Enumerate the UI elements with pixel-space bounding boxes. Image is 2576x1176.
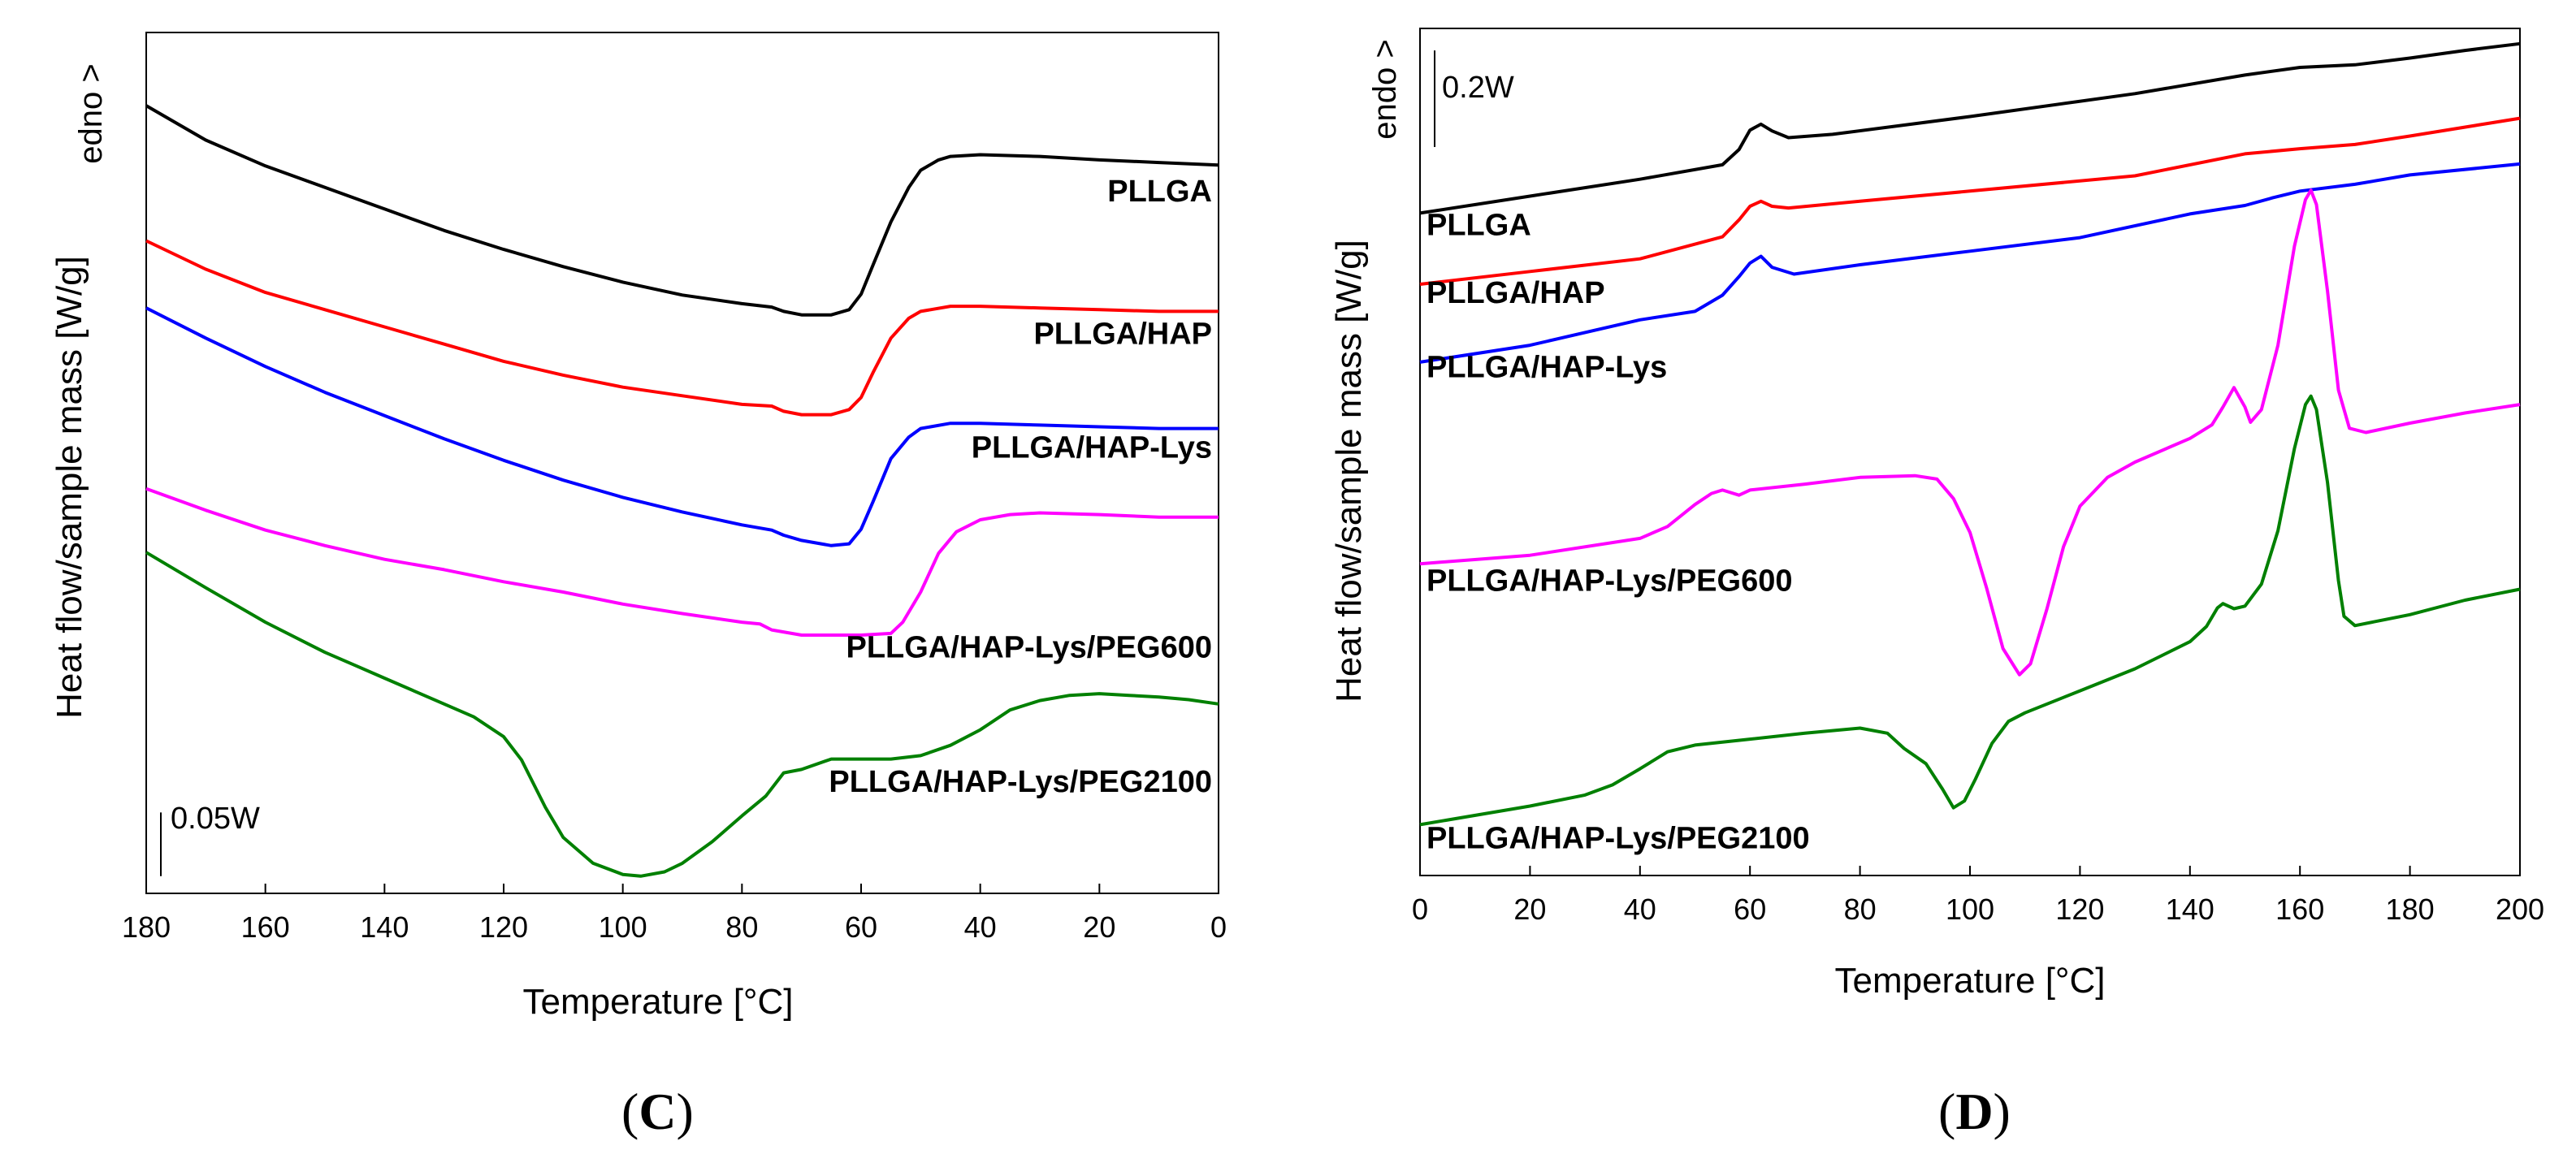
panel-c-caption-close-paren: ): [677, 1083, 694, 1140]
panel-c-x-tick-label-40: 40: [964, 910, 997, 944]
panel-d-x-tick-label-120: 120: [2055, 893, 2104, 926]
panel-c-series-label-pllga-hap: PLLGA/HAP: [1033, 318, 1212, 352]
panel-d-series-line-pllga-hap-lys: [1419, 162, 2521, 364]
panel-d-x-tick-label-180: 180: [2386, 893, 2435, 926]
panel-c-series-label-pllga: PLLGA: [1107, 175, 1212, 209]
panel-c-series-line-pllga-hap-lys: [145, 306, 1219, 547]
panel-c-x-axis-title: Temperature [°C]: [522, 982, 793, 1022]
panel-d-x-tick-label-80: 80: [1844, 893, 1877, 926]
panel-d-caption: (D): [1938, 1083, 2011, 1140]
panel-d-series-label-pllga-hap: PLLGA/HAP: [1427, 276, 1605, 310]
panel-c-x-tick-label-100: 100: [599, 910, 647, 944]
panel-d-caption-open-paren: (: [1938, 1083, 1955, 1140]
panel-c-series-line-pllga-hap: [145, 239, 1219, 417]
panel-c-x-tick-label-120: 120: [479, 910, 528, 944]
panel-c-x-tick-label-180: 180: [122, 910, 171, 944]
panel-d-caption-close-paren: ): [1994, 1083, 2011, 1140]
panel-d-series-line-pllga-hap-lys-peg600: [1419, 188, 2521, 677]
panel-d-series-label-pllga-hap-lys-peg600: PLLGA/HAP-Lys/PEG600: [1427, 564, 1793, 599]
panel-d-x-tick-label-160: 160: [2275, 893, 2324, 926]
panel-c-chart: 180 160 140 120 100 80 60 40 20 0 Temperature [°C]…: [50, 32, 1227, 1140]
panel-d-x-tick-label-0: 0: [1412, 893, 1428, 926]
panel-d-endo-annotation: endo >: [1367, 39, 1403, 139]
panel-d-series-label-pllga-hap-lys-peg2100: PLLGA/HAP-Lys/PEG2100: [1427, 822, 1810, 856]
panel-d-caption-letter: D: [1955, 1083, 1993, 1140]
panel-c-caption-open-paren: (: [621, 1083, 639, 1140]
panel-d-x-tick-label-100: 100: [1946, 893, 1994, 926]
panel-c-plot-frame: [145, 32, 1219, 894]
panel-c-series-label-pllga-hap-lys: PLLGA/HAP-Lys: [972, 431, 1212, 465]
panel-c-x-tick-label-20: 20: [1083, 910, 1115, 944]
panel-c-y-axis-title: Heat flow/sample mass [W/g]: [50, 256, 89, 719]
panel-d-x-tick-label-20: 20: [1513, 893, 1546, 926]
panel-d-series-line-pllga-hap: [1419, 116, 2521, 286]
panel-c-series-label-pllga-hap-lys-peg2100: PLLGA/HAP-Lys/PEG2100: [829, 765, 1212, 799]
panel-c-x-tick-label-60: 60: [845, 910, 877, 944]
panel-d-x-tick-label-200: 200: [2496, 893, 2544, 926]
panel-c-x-tick-label-80: 80: [725, 910, 758, 944]
panel-d-series-label-pllga-hap-lys: PLLGA/HAP-Lys: [1427, 351, 1667, 385]
panel-d-x-tick-label-140: 140: [2166, 893, 2214, 926]
panel-d-x-tick-label-40: 40: [1624, 893, 1656, 926]
panel-d-series-line-pllga: [1419, 41, 2521, 215]
panel-c-x-tick-label-140: 140: [360, 910, 409, 944]
panel-c-caption: (C): [621, 1083, 694, 1140]
panel-d-plot-frame: [1419, 28, 2521, 876]
panel-d-x-axis-title: Temperature [°C]: [1834, 961, 2105, 1001]
panel-c-x-tick-label-160: 160: [241, 910, 290, 944]
panel-d-chart: 0 20 40 60 80 100 120 140 160 180 200 Temperature […: [1329, 28, 2544, 1140]
panel-d-x-tick-label-60: 60: [1734, 893, 1766, 926]
panel-c-series-line-pllga: [145, 104, 1219, 317]
panel-d-series-line-pllga-hap-lys-peg2100: [1419, 394, 2521, 827]
panel-c-series-line-pllga-hap-lys-peg2100: [145, 551, 1219, 878]
panel-d-series-label-pllga: PLLGA: [1427, 208, 1531, 242]
panel-d-scale-bar-label: 0.2W: [1442, 71, 1514, 105]
panel-c-series-label-pllga-hap-lys-peg600: PLLGA/HAP-Lys/PEG600: [846, 631, 1213, 665]
panel-c-x-tick-label-0: 0: [1210, 910, 1227, 944]
panel-c-endo-annotation: edno >: [73, 63, 109, 163]
panel-c-series-line-pllga-hap-lys-peg600: [145, 486, 1219, 637]
panel-c-caption-letter: C: [639, 1083, 676, 1140]
panel-c-scale-bar-label: 0.05W: [171, 802, 260, 836]
panel-d-y-axis-title: Heat flow/sample mass [W/g]: [1329, 240, 1369, 703]
